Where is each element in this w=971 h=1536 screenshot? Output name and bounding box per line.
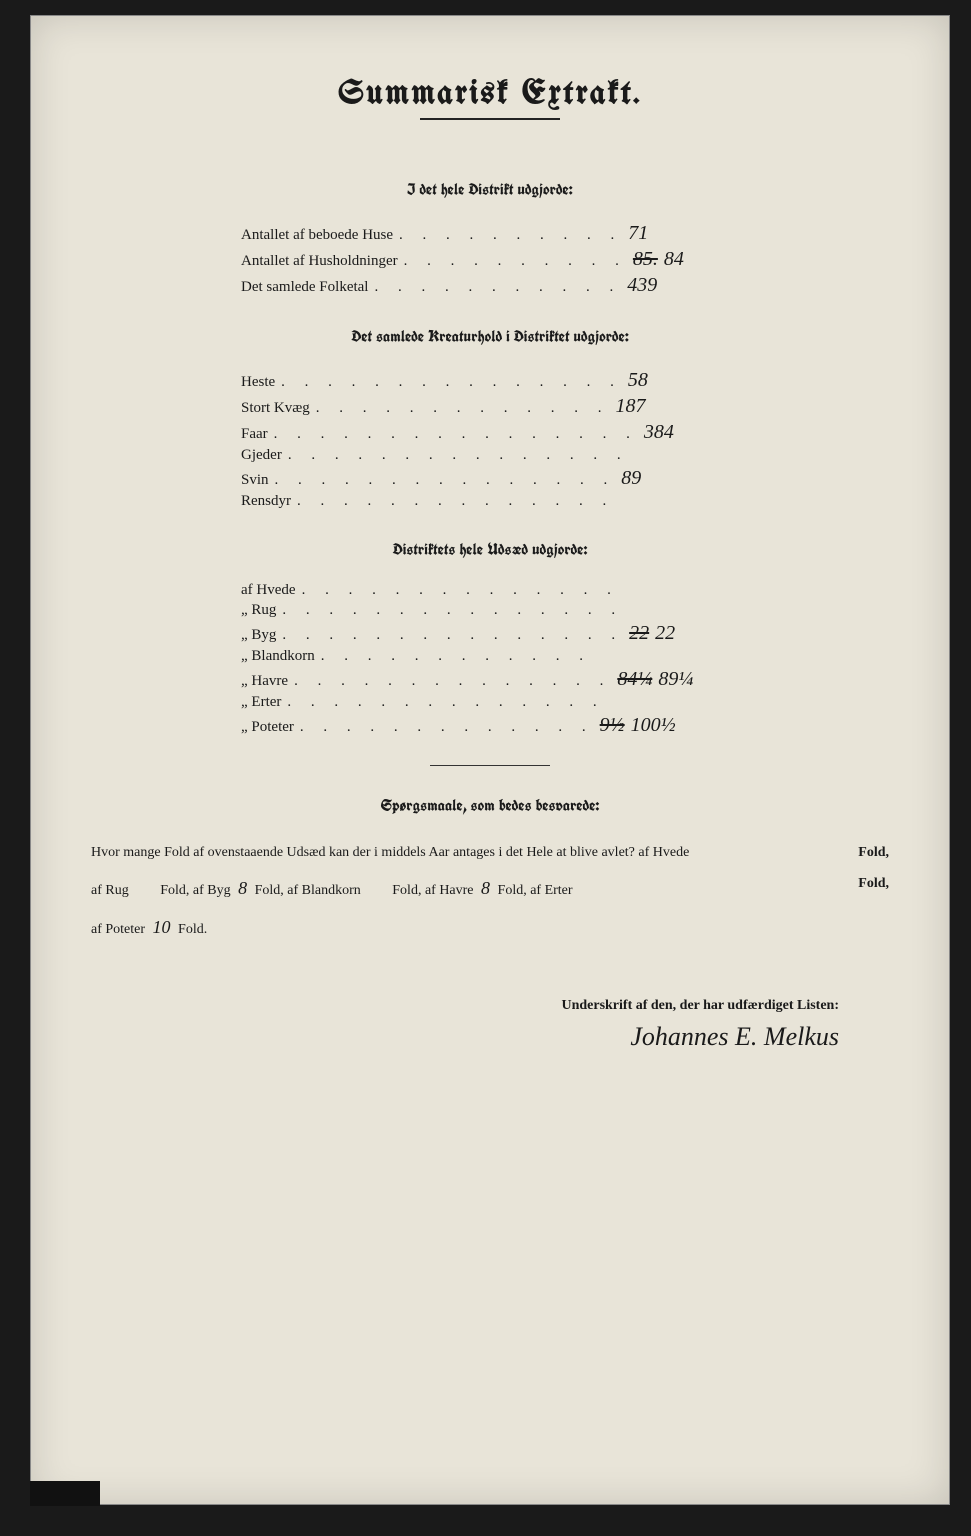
dots: . . . . . . . . . . . . . . . [282,447,635,464]
label: „ Byg [241,627,276,644]
section-divider [430,765,550,766]
dots: . . . . . . . . . . [398,253,633,270]
fold-label: Fold, [858,869,889,900]
value: 84¼ 89¼ [617,668,697,691]
section3-heading: Distriktets hele Udsæd udgjorde: [81,540,899,560]
label: Det samlede Folketal [241,279,368,296]
question-line-3: af Poteter 10 Fold. [91,908,889,948]
byg-fold-value: 8 [234,878,251,898]
section2-heading: Det samlede Kreaturhold i Distriktet udg… [81,327,899,347]
label: Faar [241,426,268,443]
label: af Hvede [241,582,296,599]
dots: . . . . . . . . . . . . . . [281,694,610,711]
label: Stort Kvæg [241,400,310,417]
q2-rug: af Rug [91,883,129,898]
section3-rows: af Hvede . . . . . . . . . . . . . . „ R… [81,582,899,737]
label: Svin [241,472,269,489]
dots: . . . . . . . . . . . . . . . [276,602,629,619]
row-households: Antallet af Husholdninger . . . . . . . … [241,248,899,271]
row-gjeder: Gjeder . . . . . . . . . . . . . . . [241,447,899,464]
label: Antallet af Husholdninger [241,253,398,270]
q2-erter-label: Fold, af Erter [498,883,573,898]
questions-heading: Spørgsmaale, som bedes besvarede: [81,796,899,816]
label: „ Havre [241,673,288,690]
signature-block: Underskrift af den, der har udfærdiget L… [81,998,899,1052]
havre-fold-value: 8 [477,878,494,898]
signature-label: Underskrift af den, der har udfærdiget L… [81,998,839,1014]
row-poteter: „ Poteter . . . . . . . . . . . . . 9½ 10… [241,714,899,737]
dots: . . . . . . . . . . . . . [294,719,600,736]
q2-havre-label: Fold, af Havre [392,883,473,898]
row-rensdyr: Rensdyr . . . . . . . . . . . . . . [241,493,899,510]
value: 89 [621,467,701,490]
corrected-value: 22 [655,622,675,644]
dots: . . . . . . . . . . . . . . . . [268,426,644,443]
dots: . . . . . . . . . . . . . . [296,582,625,599]
value: 58 [628,369,708,392]
row-houses: Antallet af beboede Huse . . . . . . . .… [241,222,899,245]
row-byg: „ Byg . . . . . . . . . . . . . . . 22 22 [241,622,899,645]
value: 71 [628,222,708,245]
dots: . . . . . . . . . . . . . [310,400,616,417]
label: Rensdyr [241,493,291,510]
dots: . . . . . . . . . . . . . . . [276,627,629,644]
value: 9½ 100½ [600,714,680,737]
row-faar: Faar . . . . . . . . . . . . . . . . 384 [241,421,899,444]
label: Gjeder [241,447,282,464]
row-havre: „ Havre . . . . . . . . . . . . . . 84¼8… [241,668,899,691]
question-line-1: Hvor mange Fold af ovenstaaende Udsæd ka… [91,838,889,869]
questions-block: Hvor mange Fold af ovenstaaende Udsæd ka… [81,838,899,948]
row-blandkorn: „ Blandkorn . . . . . . . . . . . . [241,648,899,665]
corrected-value: 84 [664,248,684,270]
dots: . . . . . . . . . . . . . . [288,673,617,690]
row-population: Det samlede Folketal . . . . . . . . . .… [241,274,899,297]
row-heste: Heste . . . . . . . . . . . . . . . 58 [241,369,899,392]
struck-value: 85. [633,248,658,270]
q2-byg-label: Fold, af Byg [160,883,230,898]
value: 384 [644,421,724,444]
dots: . . . . . . . . . . . . [315,648,597,665]
value: 85.84 [633,248,713,271]
q3-fold-label: Fold. [178,922,207,937]
label: „ Rug [241,602,276,619]
row-rug: „ Rug . . . . . . . . . . . . . . . [241,602,899,619]
q3-poteter-label: af Poteter [91,922,145,937]
label: Antallet af beboede Huse [241,227,393,244]
poteter-fold-value: 10 [149,917,175,937]
row-kvaeg: Stort Kvæg . . . . . . . . . . . . . 187 [241,395,899,418]
struck-value: 22 [629,622,649,644]
struck-value: 9½ [600,714,625,736]
struck-value: 84¼ [617,668,652,690]
dots: . . . . . . . . . . [393,227,628,244]
question-line-2: af Rug Fold, af Byg 8 Fold, af Blandkorn… [91,869,889,909]
dots: . . . . . . . . . . . . . . . [275,374,628,391]
row-erter: „ Erter . . . . . . . . . . . . . . [241,694,899,711]
title-underline [420,118,560,120]
value: 22 22 [629,622,709,645]
row-svin: Svin . . . . . . . . . . . . . . . 89 [241,467,899,490]
document-page: Summarisk Extrakt. I det hele Distrikt u… [30,15,950,1505]
q1-text: Hvor mange Fold af ovenstaaende Udsæd ka… [91,845,689,860]
label: Heste [241,374,275,391]
row-hvede: af Hvede . . . . . . . . . . . . . . [241,582,899,599]
corrected-value: 100½ [631,714,676,736]
fold-label: Fold, [858,838,889,869]
dots: . . . . . . . . . . . [368,279,627,296]
label: „ Poteter [241,719,294,736]
dots: . . . . . . . . . . . . . . . [269,472,622,489]
label: „ Blandkorn [241,648,315,665]
scan-edge-artifact [30,1481,100,1506]
value: 439 [627,274,707,297]
section2-rows: Heste . . . . . . . . . . . . . . . 58 S… [81,369,899,510]
label: „ Erter [241,694,281,711]
section1-heading: I det hele Distrikt udgjorde: [81,180,899,200]
corrected-value: 89¼ [658,668,693,690]
page-title: Summarisk Extrakt. [81,76,899,112]
q2-blandkorn-label: Fold, af Blandkorn [255,883,361,898]
value: 187 [616,395,696,418]
signature-name: Johannes E. Melkus [81,1022,839,1052]
section1-rows: Antallet af beboede Huse . . . . . . . .… [81,222,899,297]
dots: . . . . . . . . . . . . . . [291,493,620,510]
